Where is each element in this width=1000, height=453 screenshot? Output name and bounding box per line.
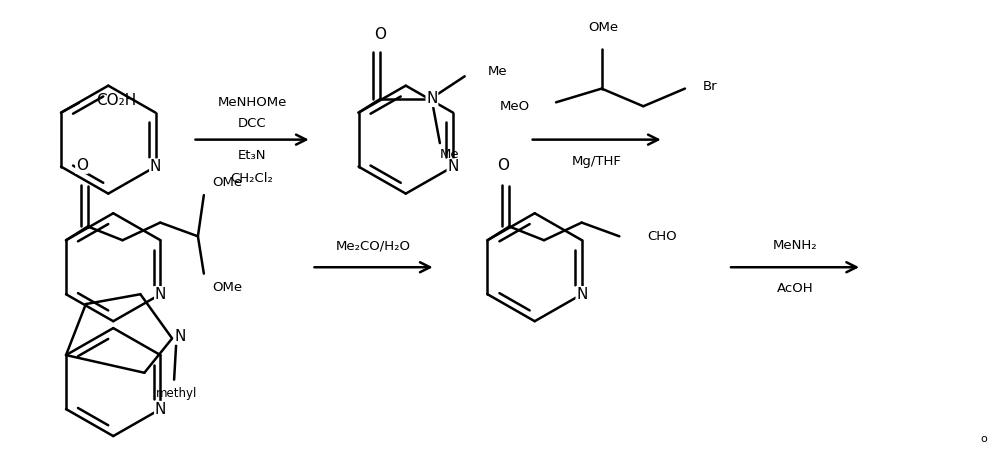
Text: N: N <box>174 329 186 344</box>
Text: CH₂Cl₂: CH₂Cl₂ <box>231 173 274 185</box>
Text: O: O <box>497 158 509 173</box>
Text: Me₂CO/H₂O: Me₂CO/H₂O <box>336 239 411 252</box>
Text: Et₃N: Et₃N <box>238 149 266 162</box>
Text: OMe: OMe <box>213 281 243 294</box>
Text: MeNHOMe: MeNHOMe <box>217 96 287 109</box>
Text: AcOH: AcOH <box>777 282 813 295</box>
Text: CO₂H: CO₂H <box>96 93 137 108</box>
Text: O: O <box>374 27 386 42</box>
Text: N: N <box>576 287 588 302</box>
Text: Me: Me <box>440 148 460 161</box>
Text: O: O <box>76 158 88 173</box>
Text: MeNH₂: MeNH₂ <box>773 239 817 252</box>
Text: N: N <box>426 92 438 106</box>
Text: Me: Me <box>487 65 507 78</box>
Text: N: N <box>150 159 161 174</box>
Text: OMe: OMe <box>213 176 243 189</box>
Text: OMe: OMe <box>589 21 619 34</box>
Text: DCC: DCC <box>238 117 266 130</box>
Text: CHO: CHO <box>647 230 677 243</box>
Text: Mg/THF: Mg/THF <box>572 155 622 168</box>
Text: N: N <box>155 287 166 302</box>
Text: methyl: methyl <box>155 387 197 400</box>
Text: N: N <box>155 401 166 417</box>
Text: Br: Br <box>703 80 717 93</box>
Text: o: o <box>981 434 987 444</box>
Text: N: N <box>447 159 459 174</box>
Text: MeO: MeO <box>500 100 530 113</box>
